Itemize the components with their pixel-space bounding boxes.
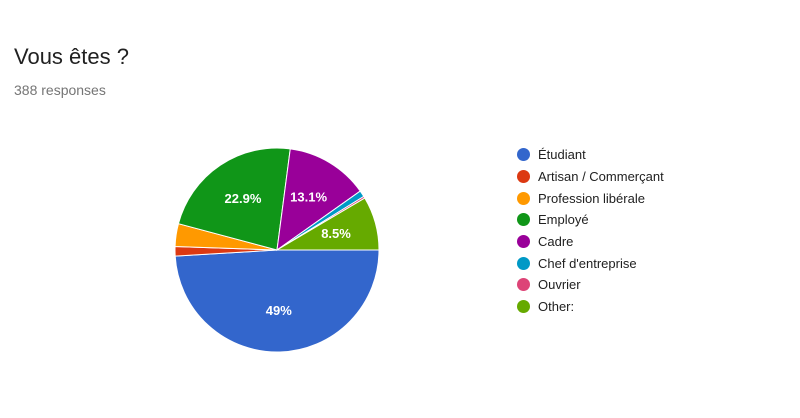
legend-swatch-icon xyxy=(517,256,530,270)
legend-item: Profession libérale xyxy=(517,187,664,209)
slice-data-label: 8.5% xyxy=(321,226,351,241)
legend-label: Cadre xyxy=(538,234,574,250)
slice-data-label: 13.1% xyxy=(290,190,327,205)
legend-label: Employé xyxy=(538,212,589,228)
legend-item: Cadre xyxy=(517,231,664,253)
pie-slice xyxy=(174,249,380,353)
legend-item: Ouvrier xyxy=(517,274,664,296)
legend-label: Chef d'entreprise xyxy=(538,255,637,271)
legend-label: Artisan / Commerçant xyxy=(538,169,664,185)
pie-slice xyxy=(177,147,291,251)
response-count: 388 responses xyxy=(14,82,106,98)
legend-label: Other: xyxy=(538,299,575,315)
legend-label: Profession libérale xyxy=(538,190,645,206)
slice-data-label: 22.9% xyxy=(225,191,262,206)
legend-item: Employé xyxy=(517,209,664,231)
legend-item: Other: xyxy=(517,296,664,318)
legend-swatch-icon xyxy=(517,170,530,184)
chart-title: Vous êtes ? xyxy=(14,44,129,69)
legend-item: Étudiant xyxy=(517,144,664,166)
legend-swatch-icon xyxy=(517,213,530,227)
slice-data-label: 49% xyxy=(266,303,292,318)
legend-swatch-icon xyxy=(517,235,530,249)
legend-swatch-icon xyxy=(517,300,530,314)
legend-label: Ouvrier xyxy=(538,277,581,293)
legend-item: Artisan / Commerçant xyxy=(517,166,664,188)
legend-swatch-icon xyxy=(517,191,530,205)
legend-label: Étudiant xyxy=(538,147,586,163)
legend-item: Chef d'entreprise xyxy=(517,252,664,274)
chart-legend: Étudiant Artisan / Commerçant Profession l… xyxy=(517,144,664,318)
legend-swatch-icon xyxy=(517,148,530,162)
legend-swatch-icon xyxy=(517,278,530,292)
pie-slice xyxy=(275,197,380,251)
pie-slice xyxy=(276,148,361,252)
